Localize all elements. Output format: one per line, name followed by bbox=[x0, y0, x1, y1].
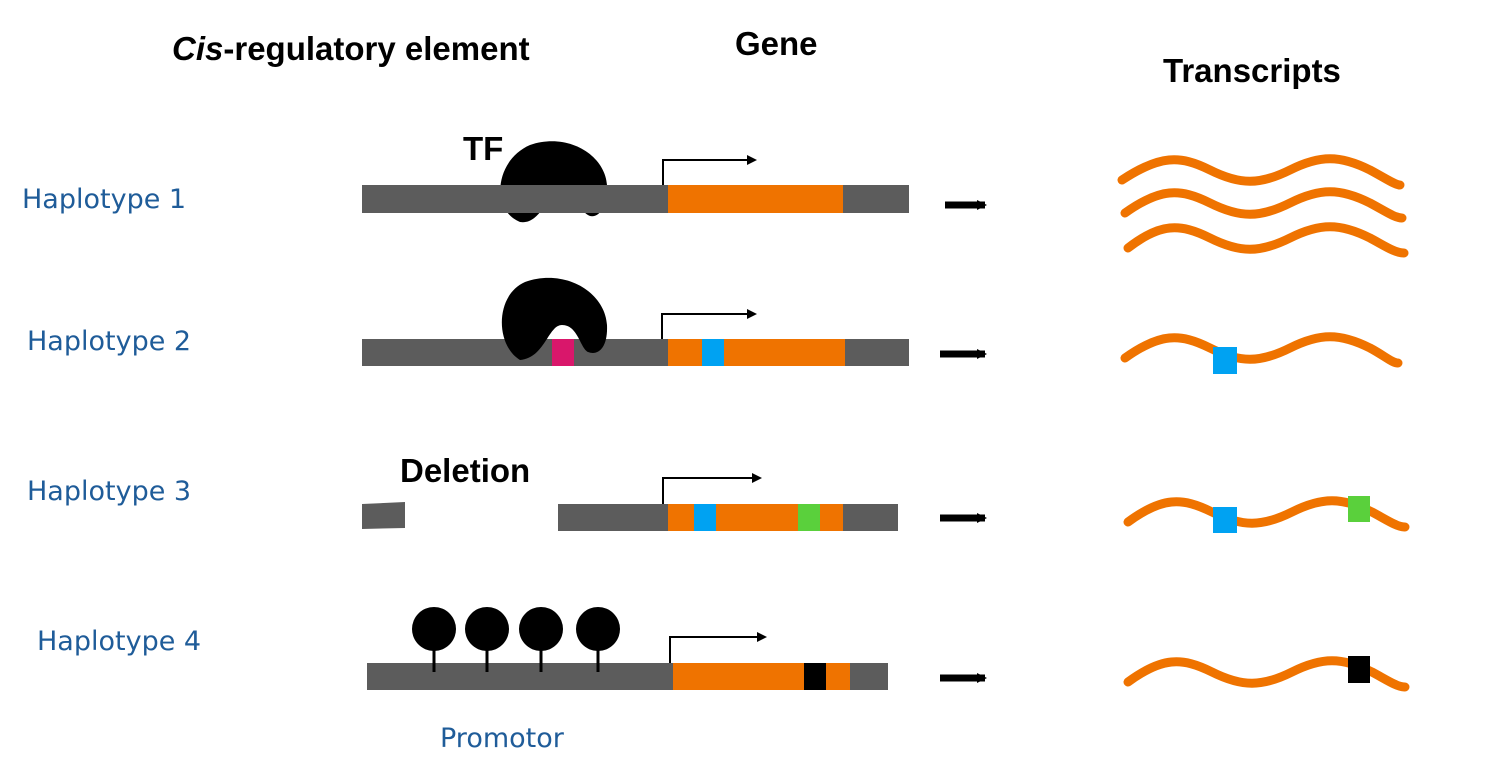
header-transcripts: Transcripts bbox=[1163, 52, 1341, 89]
haplotype-3-label: Haplotype 3 bbox=[27, 476, 191, 507]
haplotype-3-row: Deletion bbox=[362, 452, 1410, 533]
gene-variant-blue-2 bbox=[702, 339, 724, 366]
dna-fragment-left-3 bbox=[362, 502, 405, 529]
haplotype-4-label: Haplotype 4 bbox=[37, 626, 201, 657]
haplotype-1-label: Haplotype 1 bbox=[22, 184, 186, 215]
gene-body-2 bbox=[668, 339, 845, 366]
promotor-label: Promotor bbox=[440, 723, 565, 754]
tss-arrow-2 bbox=[661, 309, 757, 339]
methyl-group-1 bbox=[412, 607, 456, 651]
transcript-3 bbox=[1123, 496, 1410, 532]
transcript-1a bbox=[1117, 154, 1405, 190]
methyl-group-2 bbox=[465, 607, 509, 651]
gene-body-1 bbox=[668, 185, 843, 213]
tss-arrow-1 bbox=[662, 155, 757, 185]
transcript-variant-green-3 bbox=[1348, 496, 1370, 522]
tf-site-variant-2 bbox=[552, 339, 574, 366]
transcript-variant-blue-3 bbox=[1213, 507, 1237, 533]
tf-protein-2 bbox=[501, 277, 608, 360]
header-gene: Gene bbox=[735, 25, 818, 62]
transcript-4 bbox=[1123, 656, 1410, 692]
methyl-group-4 bbox=[576, 607, 620, 651]
deletion-label: Deletion bbox=[400, 452, 530, 489]
gene-variant-blue-3 bbox=[694, 504, 716, 531]
transcript-1c bbox=[1123, 222, 1409, 258]
transcript-1b bbox=[1120, 187, 1407, 223]
tss-arrow-3 bbox=[662, 473, 762, 504]
methyl-group-3 bbox=[519, 607, 563, 651]
haplotype-4-row: Promotor bbox=[367, 607, 1410, 754]
gene-variant-black-4 bbox=[804, 663, 826, 690]
transcript-variant-black-4 bbox=[1348, 656, 1370, 683]
haplotype-2-row bbox=[362, 277, 1403, 374]
gene-variant-green-3 bbox=[798, 504, 820, 531]
transcript-variant-blue-2 bbox=[1213, 347, 1237, 374]
transcript-2 bbox=[1120, 332, 1403, 368]
haplotype-2-label: Haplotype 2 bbox=[27, 326, 191, 357]
tss-arrow-4 bbox=[669, 632, 767, 663]
header-cis-regulatory-element: Cis-regulatory element bbox=[172, 30, 530, 67]
tf-label: TF bbox=[463, 130, 503, 167]
haplotype-1-row: TF bbox=[362, 130, 1409, 258]
